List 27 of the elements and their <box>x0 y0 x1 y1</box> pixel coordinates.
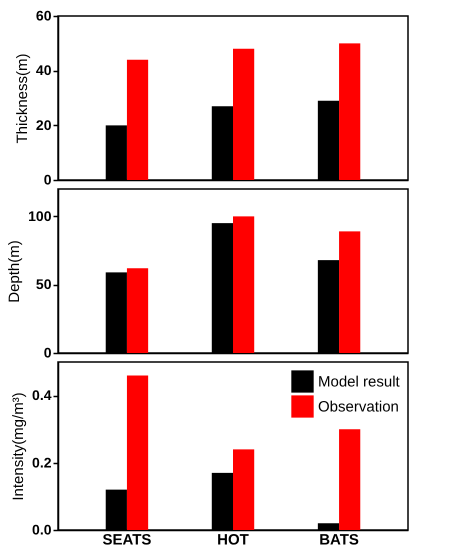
y-tick-label: 0.4 <box>32 387 52 404</box>
y-tick-label: 0.2 <box>32 454 52 470</box>
x-tick-label: BATS <box>319 532 359 548</box>
legend-label: Model result <box>318 374 401 390</box>
y-tick-label: 40 <box>36 62 52 78</box>
bar <box>126 268 148 353</box>
x-tick-label: HOT <box>217 532 249 548</box>
bar <box>339 429 360 530</box>
legend-label: Observation <box>318 398 399 416</box>
y-axis-title: Depth(m) <box>6 240 24 303</box>
bar <box>233 48 254 180</box>
y-tick-label: 0.0 <box>32 522 52 538</box>
bar <box>339 43 360 180</box>
y-axis-title: Thickness(m) <box>14 53 31 144</box>
y-tick-label: 60 <box>36 8 52 24</box>
y-tick-label: 0 <box>44 344 52 360</box>
y-axis-title: Intensity(mg/m³) <box>10 392 28 501</box>
y-tick-label: 20 <box>36 116 52 133</box>
y-tick-label: 0 <box>44 172 52 188</box>
bar <box>233 216 254 353</box>
bar <box>126 375 148 530</box>
x-tick-label: SEATS <box>102 532 152 548</box>
bar <box>233 449 254 530</box>
bar <box>339 231 360 353</box>
bar <box>126 60 148 180</box>
y-tick-label: 50 <box>36 276 52 292</box>
y-tick-label: 100 <box>28 208 52 224</box>
